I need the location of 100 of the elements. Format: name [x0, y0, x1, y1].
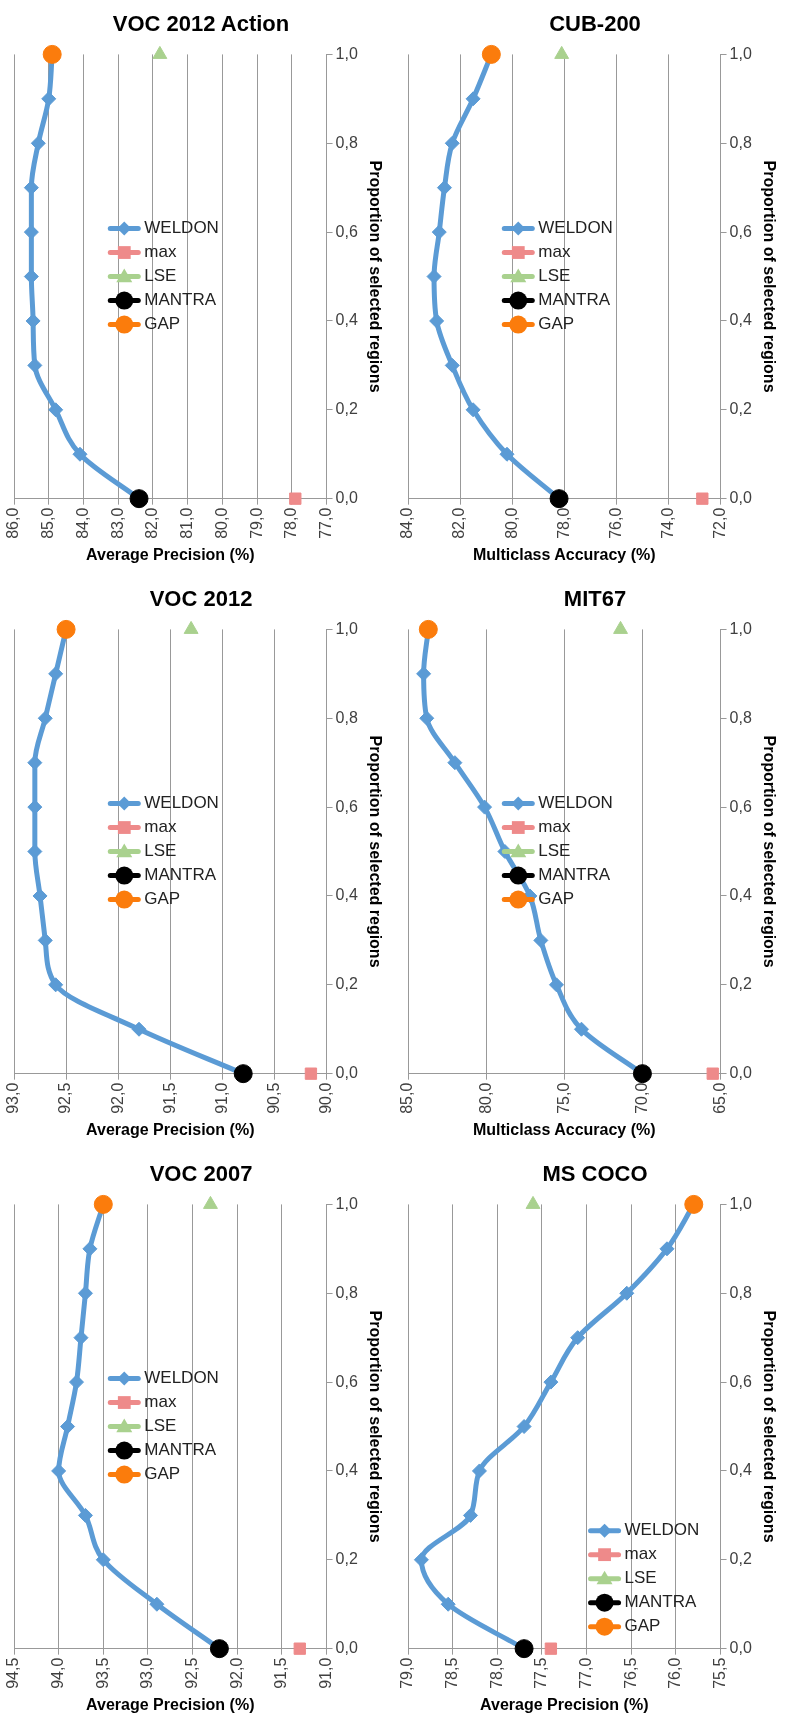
x-tick-label: 80,0 — [502, 507, 520, 539]
y-tick-label: 0,0 — [335, 1064, 358, 1082]
point — [95, 1552, 111, 1568]
point — [463, 1507, 479, 1523]
point — [516, 1419, 532, 1435]
y-tick-label: 0,4 — [729, 1461, 752, 1479]
y-tick-label: 0,6 — [335, 797, 358, 815]
legend-label: WELDON — [624, 1520, 700, 1540]
point — [477, 799, 493, 815]
point — [304, 1067, 318, 1080]
y-tick-label: 0,6 — [335, 1372, 358, 1390]
x-tick-label: 72,0 — [710, 507, 728, 539]
legend-label: WELDON — [144, 1368, 219, 1388]
point — [570, 1330, 586, 1346]
point — [543, 1374, 559, 1390]
y-tick-label: 0,8 — [335, 133, 358, 151]
x-axis-title: Multiclass Accuracy (%) — [472, 1120, 656, 1138]
x-tick-label: 91,5 — [272, 1657, 290, 1689]
legend-label: MANTRA — [144, 290, 217, 310]
y-axis-title: Proportion of selected regions — [366, 1310, 384, 1543]
y-tick-label: 0,4 — [335, 311, 358, 329]
x-tick-label: 92,5 — [183, 1657, 201, 1689]
y-tick-label: 0,8 — [335, 1283, 358, 1301]
y-tick-label: 0,4 — [729, 311, 752, 329]
x-tick-label: 77,5 — [532, 1657, 550, 1689]
y-tick-label: 1,0 — [729, 1194, 752, 1212]
x-tick-label: 75,0 — [554, 1082, 572, 1114]
y-tick-label: 0,0 — [335, 1639, 358, 1657]
y-tick-label: 0,6 — [335, 222, 358, 240]
point — [696, 492, 709, 505]
point — [37, 710, 53, 726]
x-tick-label: 91,5 — [160, 1082, 178, 1114]
point — [444, 357, 460, 373]
point — [131, 1021, 147, 1037]
x-tick-label: 93,0 — [4, 1082, 22, 1114]
legend-label: GAP — [538, 889, 575, 909]
point — [431, 224, 447, 240]
point — [544, 1642, 558, 1655]
x-tick-label: 78,0 — [282, 507, 300, 539]
point — [499, 446, 515, 462]
x-axis-title: Multiclass Accuracy (%) — [472, 545, 656, 563]
x-tick-label: 82,0 — [450, 507, 468, 539]
legend-label: WELDON — [538, 218, 613, 238]
legend-label: LSE — [538, 266, 571, 286]
chart-title: VOC 2012 Action — [112, 11, 290, 37]
y-tick-label: 1,0 — [335, 619, 358, 637]
chart-title: MS COCO — [542, 1161, 648, 1187]
y-tick-label: 1,0 — [335, 44, 358, 62]
x-tick-label: 90,5 — [264, 1082, 282, 1114]
point — [48, 977, 64, 993]
y-tick-label: 1,0 — [729, 44, 752, 62]
legend-label: LSE — [624, 1568, 657, 1588]
legend-label: GAP — [144, 1464, 181, 1484]
x-axis-title: Average Precision (%) — [480, 1695, 649, 1713]
legend-label: max — [538, 242, 571, 262]
x-tick-label: 92,0 — [108, 1082, 126, 1114]
point — [149, 1596, 165, 1612]
x-tick-label: 78,0 — [487, 1657, 505, 1689]
x-axis-title: Average Precision (%) — [86, 1120, 255, 1138]
y-tick-label: 0,0 — [729, 1639, 752, 1657]
x-tick-label: 76,5 — [621, 1657, 639, 1689]
legend-label: WELDON — [144, 218, 219, 238]
y-tick-label: 0,2 — [729, 975, 752, 993]
y-axis-title: Proportion of selected regions — [760, 1310, 778, 1543]
y-tick-label: 0,0 — [729, 1064, 752, 1082]
point — [706, 1067, 719, 1080]
point — [41, 91, 57, 107]
x-tick-label: 92,5 — [56, 1082, 74, 1114]
x-tick-label: 93,5 — [93, 1657, 111, 1689]
legend-label: max — [144, 242, 177, 262]
point — [72, 446, 88, 462]
x-tick-label: 77,0 — [316, 507, 334, 539]
point — [27, 357, 43, 373]
y-tick-label: 0,6 — [729, 797, 752, 815]
point — [73, 1330, 89, 1346]
point — [48, 666, 64, 682]
legend-label: LSE — [538, 841, 571, 861]
point — [548, 977, 564, 993]
point — [30, 135, 46, 151]
x-axis-title: Average Precision (%) — [86, 545, 255, 563]
x-tick-label: 84,0 — [398, 507, 416, 539]
point — [27, 799, 43, 815]
point — [659, 1241, 675, 1257]
x-tick-label: 76,0 — [666, 1657, 684, 1689]
point — [32, 888, 48, 904]
chart-title: CUB-200 — [549, 11, 641, 37]
point — [429, 313, 445, 329]
y-axis-title: Proportion of selected regions — [760, 160, 778, 393]
legend-label: LSE — [144, 1416, 177, 1436]
x-tick-label: 75,5 — [710, 1657, 728, 1689]
y-tick-label: 0,8 — [729, 1283, 752, 1301]
y-tick-label: 0,6 — [729, 1372, 752, 1390]
legend-label: MANTRA — [624, 1592, 697, 1612]
y-tick-label: 0,8 — [729, 133, 752, 151]
point — [289, 492, 302, 505]
legend-label: LSE — [144, 266, 177, 286]
y-tick-label: 0,4 — [335, 1461, 358, 1479]
point — [77, 1507, 93, 1523]
point — [533, 932, 549, 948]
x-tick-label: 79,0 — [398, 1657, 416, 1689]
